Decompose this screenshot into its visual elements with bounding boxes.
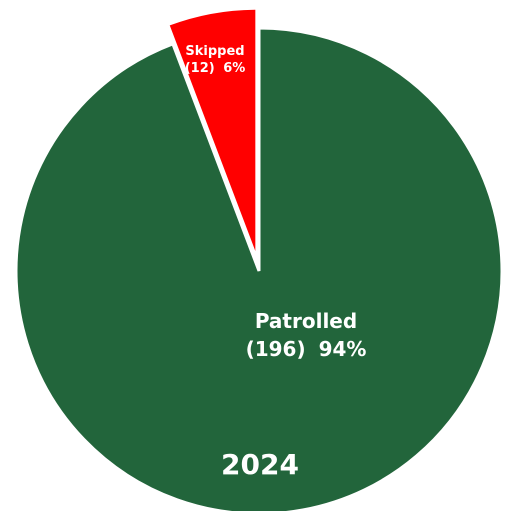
skipped-count: (12) <box>185 61 215 76</box>
pie-slice-patrolled <box>14 26 504 511</box>
pie-slice-skipped <box>165 6 259 260</box>
skipped-percent: 6% <box>223 61 245 76</box>
svg-text:(196) 94%: (196) 94% <box>246 337 367 361</box>
svg-text:(12) 6%: (12) 6% <box>185 61 246 76</box>
patrolled-percent: 94% <box>319 337 367 361</box>
year-label: 2024 <box>221 448 299 481</box>
patrolled-count: (196) <box>246 337 306 361</box>
skipped-label: Skipped <box>185 44 244 59</box>
patrolled-label: Patrolled <box>255 309 357 333</box>
